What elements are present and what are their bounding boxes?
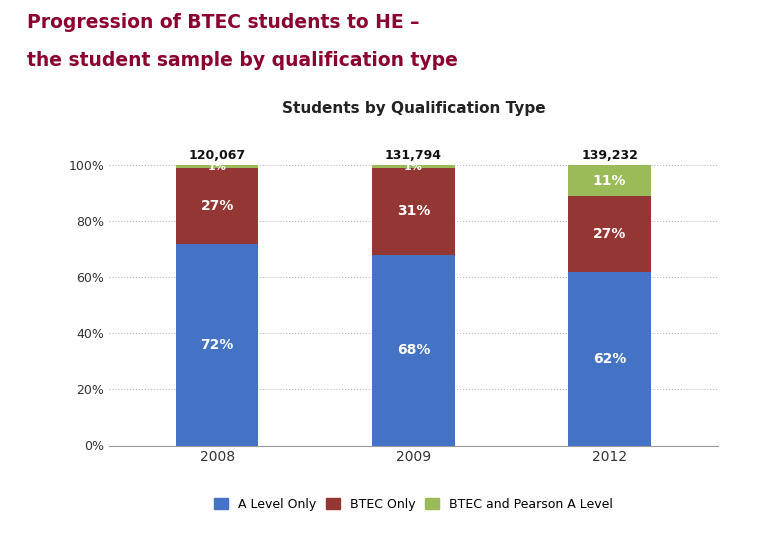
Text: 27%: 27% [593, 227, 626, 241]
Text: Students by Qualification Type: Students by Qualification Type [282, 101, 545, 116]
Text: 72%: 72% [200, 338, 234, 352]
Text: 31%: 31% [397, 205, 430, 219]
Text: 1%: 1% [404, 161, 423, 172]
Text: 11%: 11% [593, 174, 626, 187]
Text: PEARSON: PEARSON [648, 511, 766, 532]
Bar [569, 272, 651, 446]
Bar [176, 168, 258, 244]
Text: 139,232: 139,232 [581, 150, 638, 163]
Bar [372, 168, 455, 255]
Bar [176, 244, 258, 446]
Text: the student sample by qualification type: the student sample by qualification type [27, 51, 458, 70]
Bar [569, 196, 651, 272]
Bar [176, 165, 258, 168]
Text: 131,794: 131,794 [385, 150, 442, 163]
Legend: A Level Only, BTEC Only, BTEC and Pearson A Level: A Level Only, BTEC Only, BTEC and Pearso… [209, 493, 618, 516]
Text: 68%: 68% [397, 343, 430, 357]
Text: 27%: 27% [200, 199, 234, 213]
Text: 32  Qualifications reform update: 32 Qualifications reform update [14, 517, 184, 526]
Bar [372, 255, 455, 446]
Text: 62%: 62% [593, 352, 626, 366]
Bar [569, 165, 651, 196]
Text: Progression of BTEC students to HE –: Progression of BTEC students to HE – [27, 14, 420, 32]
Text: 120,067: 120,067 [189, 150, 246, 163]
Bar [372, 165, 455, 168]
Text: 1%: 1% [207, 161, 226, 172]
